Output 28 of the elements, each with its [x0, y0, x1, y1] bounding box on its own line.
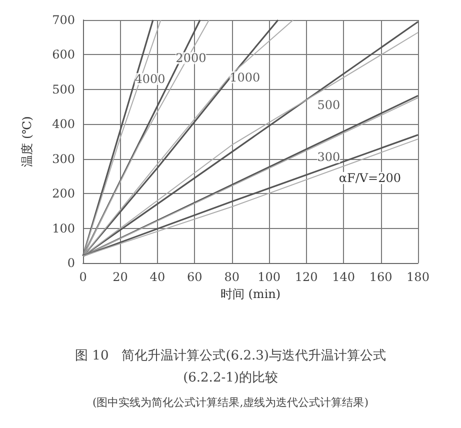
y-tick-label: 300: [52, 152, 75, 166]
y-tick-label: 600: [52, 48, 75, 62]
y-tick-label: 400: [52, 117, 75, 132]
annotation: 300: [317, 150, 340, 164]
annotation: 4000: [134, 72, 166, 86]
x-tick-label: 40: [150, 270, 166, 284]
x-tick-label: 0: [79, 270, 87, 284]
y-tick-label: 700: [52, 13, 75, 27]
y-tick-label: 0: [67, 256, 75, 270]
y-tick-label: 200: [52, 186, 75, 201]
x-tick-label: 80: [224, 270, 240, 284]
x-tick-label: 60: [187, 270, 202, 284]
x-tick-label: 20: [112, 270, 128, 284]
y-tick-label: 500: [52, 82, 75, 96]
x-axis-title: 时间 (min): [220, 286, 281, 301]
x-tick-label: 140: [332, 270, 356, 284]
annotation: αF/V=200: [338, 171, 402, 185]
y-tick-label: 100: [52, 221, 75, 236]
x-tick-label: 100: [258, 270, 281, 284]
x-tick-label: 120: [294, 270, 318, 284]
x-tick-label: 180: [406, 270, 430, 284]
text: (图中实线为简化公式计算结果,虚线为迭代公式计算结果): [92, 396, 369, 409]
annotation: 500: [317, 98, 340, 112]
annotation: 2000: [176, 51, 206, 66]
y-axis-title: 温度 (℃): [20, 116, 34, 167]
x-tick-label: 160: [369, 270, 392, 284]
text: 图 10 简化升温计算公式(6.2.3)与迭代升温计算公式(6.2.2-1)的比较: [75, 348, 386, 386]
annotation: 1000: [230, 70, 260, 84]
